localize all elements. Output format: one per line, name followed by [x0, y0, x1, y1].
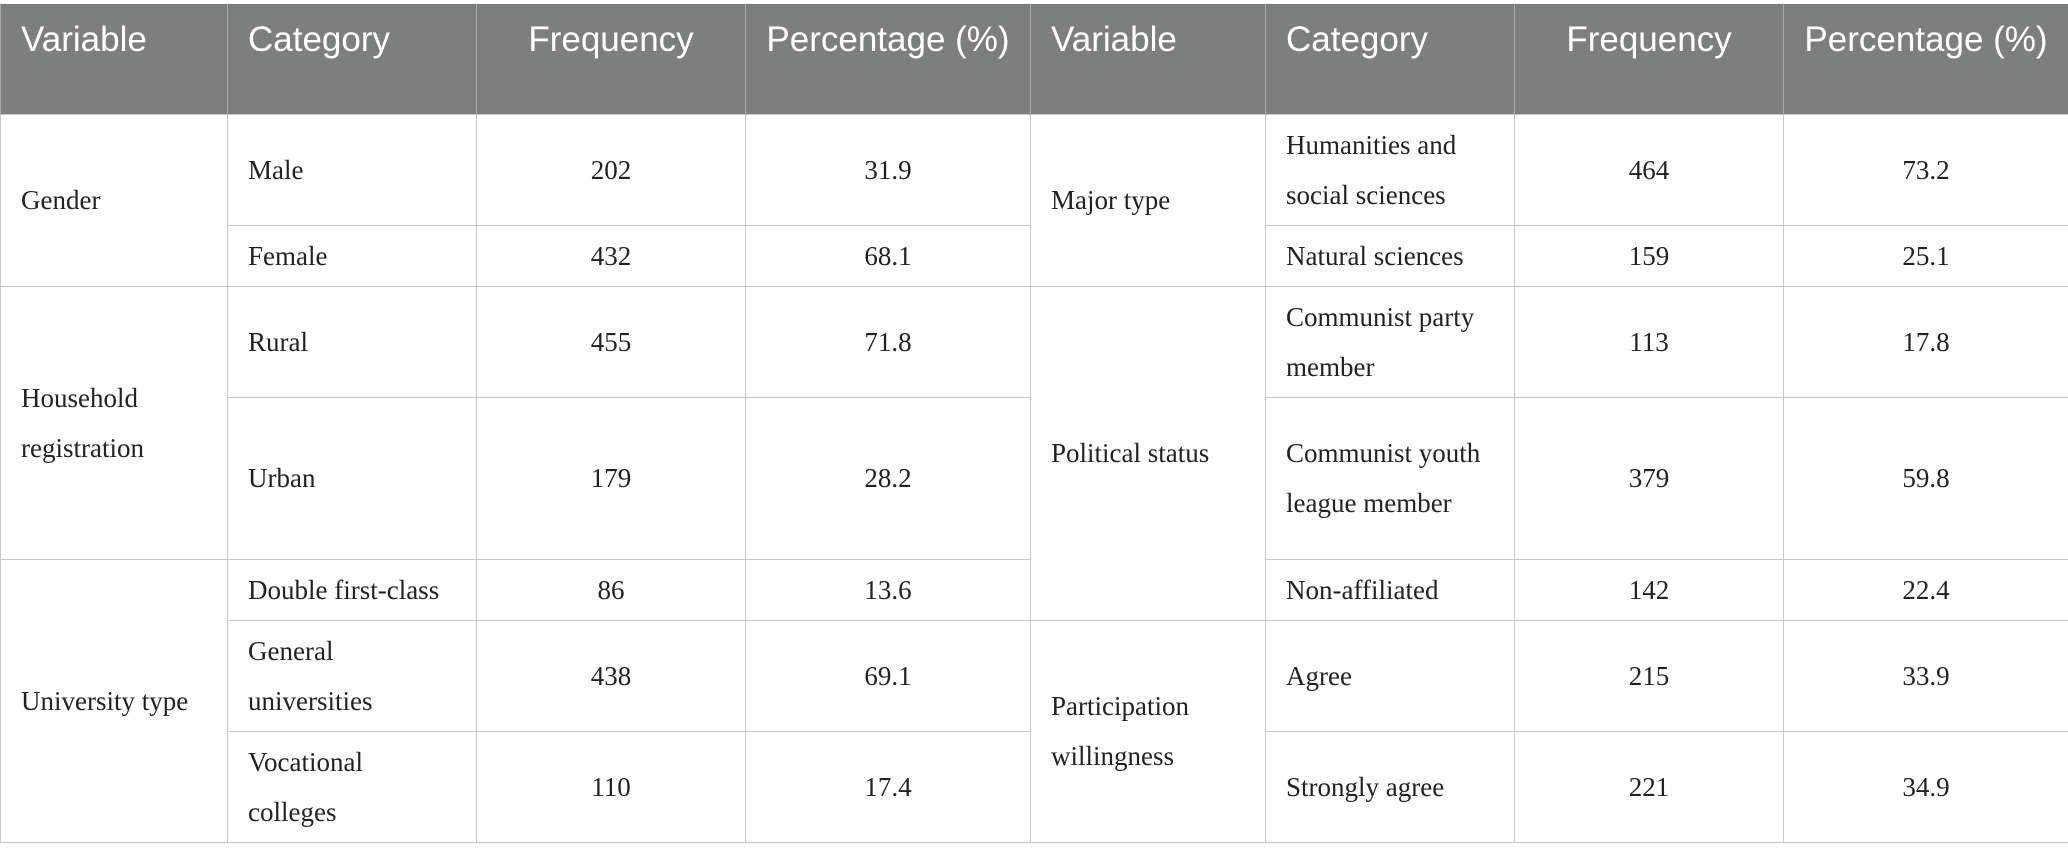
header-frequency: Frequency: [1514, 4, 1784, 114]
category-cell: Agree: [1265, 619, 1515, 732]
category-cell: Male: [227, 113, 477, 226]
frequency-cell: 202: [476, 113, 746, 226]
demographics-table: Variable Category Frequency Percentage (…: [0, 4, 2068, 843]
variable-cell: Household registration: [0, 285, 228, 560]
table-row: General universities 438 69.1 Participat…: [1, 619, 2068, 843]
header-category: Category: [1265, 4, 1515, 114]
header-frequency: Frequency: [476, 4, 746, 114]
variable-cell: Participation willingness: [1030, 619, 1266, 843]
frequency-cell: 221: [1514, 730, 1784, 843]
percentage-cell: 69.1: [745, 619, 1031, 732]
variable-cell: Political status: [1030, 285, 1266, 621]
frequency-cell: 432: [476, 224, 746, 287]
frequency-cell: 379: [1514, 396, 1784, 560]
category-cell: Non-affiliated: [1265, 558, 1515, 621]
frequency-cell: 455: [476, 285, 746, 398]
category-cell: General universities: [227, 619, 477, 732]
frequency-cell: 86: [476, 558, 746, 621]
percentage-cell: 25.1: [1783, 224, 2068, 287]
frequency-cell: 110: [476, 730, 746, 843]
percentage-cell: 68.1: [745, 224, 1031, 287]
table-row: Vocational colleges 110 17.4 Strongly ag…: [1, 730, 2068, 843]
category-cell: Natural sciences: [1265, 224, 1515, 287]
category-cell: Vocational colleges: [227, 730, 477, 843]
percentage-cell: 28.2: [745, 396, 1031, 560]
category-cell: Female: [227, 224, 477, 287]
table-row: Urban 179 28.2 Communist youth league me…: [1, 396, 2068, 560]
frequency-cell: 179: [476, 396, 746, 560]
category-cell: Communist youth league member: [1265, 396, 1515, 560]
variable-cell: Gender: [0, 113, 228, 287]
category-cell: Humanities and social sciences: [1265, 113, 1515, 226]
category-cell: Double first-class: [227, 558, 477, 621]
header-category: Category: [227, 4, 477, 114]
frequency-cell: 113: [1514, 285, 1784, 398]
percentage-cell: 31.9: [745, 113, 1031, 226]
category-cell: Rural: [227, 285, 477, 398]
header-variable: Variable: [0, 4, 228, 114]
header-variable: Variable: [1030, 4, 1266, 114]
variable-cell: University type: [0, 558, 228, 843]
percentage-cell: 13.6: [745, 558, 1031, 621]
frequency-cell: 142: [1514, 558, 1784, 621]
percentage-cell: 17.4: [745, 730, 1031, 843]
frequency-cell: 159: [1514, 224, 1784, 287]
frequency-cell: 438: [476, 619, 746, 732]
header-percentage: Percentage (%): [1783, 4, 2068, 114]
header-row: Variable Category Frequency Percentage (…: [0, 4, 2068, 114]
table-row: University type Double first-class 86 13…: [0, 558, 2068, 843]
percentage-cell: 73.2: [1783, 113, 2068, 226]
percentage-cell: 34.9: [1783, 730, 2068, 843]
header-percentage: Percentage (%): [745, 4, 1031, 114]
percentage-cell: 22.4: [1783, 558, 2068, 621]
category-cell: Urban: [227, 396, 477, 560]
table-row: Gender Male 202 31.9 Major type Humaniti…: [0, 113, 2068, 287]
frequency-cell: 215: [1514, 619, 1784, 732]
table-row: Household registration Rural 455 71.8 Po…: [0, 285, 2068, 621]
percentage-cell: 33.9: [1783, 619, 2068, 732]
category-cell: Strongly agree: [1265, 730, 1515, 843]
percentage-cell: 59.8: [1783, 396, 2068, 560]
frequency-cell: 464: [1514, 113, 1784, 226]
category-cell: Communist party member: [1265, 285, 1515, 398]
percentage-cell: 17.8: [1783, 285, 2068, 398]
percentage-cell: 71.8: [745, 285, 1031, 398]
variable-cell: Major type: [1030, 113, 1266, 287]
